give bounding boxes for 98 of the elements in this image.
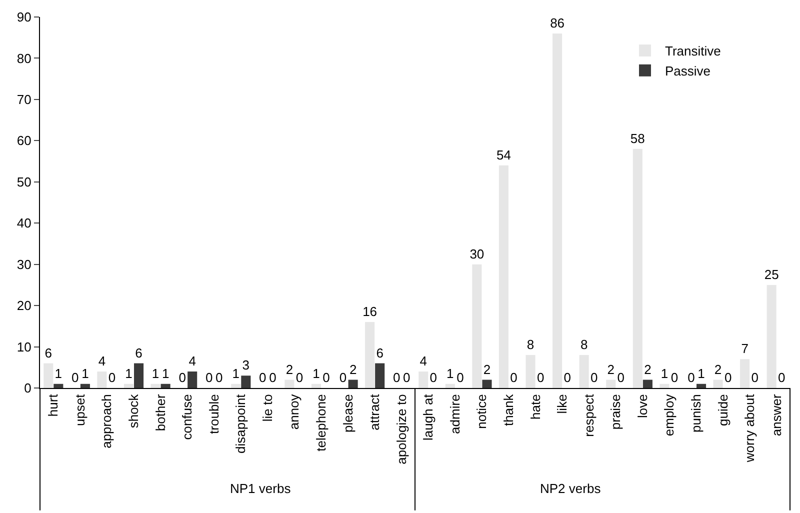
data-label: 8 (580, 337, 588, 352)
x-tick-label: notice (474, 394, 490, 429)
x-tick-label: thank (500, 394, 516, 426)
data-label: 1 (446, 366, 454, 381)
x-tick-label: attract (367, 394, 382, 430)
x-tick-label: annoy (286, 394, 302, 430)
data-label: 3 (242, 358, 250, 373)
y-tick-label: 30 (16, 256, 32, 272)
data-label: 25 (764, 266, 779, 282)
data-label: 0 (205, 370, 213, 385)
x-tick-label: employ (662, 394, 677, 436)
data-label: 0 (259, 370, 266, 385)
data-label: 0 (72, 370, 79, 385)
data-label: 54 (496, 147, 511, 162)
data-label: 0 (564, 370, 571, 385)
x-tick-label: please (340, 394, 356, 433)
data-label: 0 (269, 370, 276, 385)
data-label: 0 (296, 370, 304, 385)
data-label: 0 (403, 370, 410, 385)
x-tick-label: apologize to (394, 394, 409, 464)
data-label: 2 (644, 362, 652, 377)
data-label: 2 (607, 362, 614, 377)
x-tick-label: praise (608, 394, 624, 430)
x-tick-label: bother (152, 394, 168, 432)
data-label: 1 (698, 366, 705, 381)
y-tick-label: 10 (16, 339, 32, 354)
data-label: 0 (216, 370, 223, 385)
data-label: 1 (162, 366, 170, 381)
data-label: 58 (630, 130, 645, 146)
data-label: 6 (376, 345, 384, 360)
data-label: 4 (98, 354, 106, 369)
data-label: 1 (312, 366, 320, 381)
data-label: 4 (420, 354, 427, 369)
data-label: 0 (751, 370, 758, 385)
x-tick-label: upset (72, 394, 88, 426)
x-tick-label: approach (99, 394, 114, 448)
y-tick-label: 70 (16, 92, 32, 107)
data-label: 30 (470, 246, 484, 262)
data-label: 1 (232, 366, 240, 381)
data-label: 6 (44, 345, 52, 360)
x-tick-label: respect (581, 394, 596, 437)
y-tick-label: 50 (16, 174, 32, 190)
data-label: 0 (670, 370, 678, 385)
x-tick-label: answer (768, 394, 784, 436)
data-label: 1 (54, 366, 62, 381)
data-label: 1 (82, 366, 89, 381)
x-tick-label: worry about (742, 394, 758, 464)
data-label: 0 (339, 370, 347, 385)
data-label: 0 (617, 370, 625, 385)
data-label: 86 (550, 15, 565, 30)
x-tick-label: like (554, 394, 570, 414)
y-tick-label: 60 (16, 133, 32, 148)
data-label: 1 (660, 366, 668, 381)
y-tick-label: 40 (16, 216, 32, 231)
data-label: 1 (152, 366, 160, 381)
x-tick-label: admire (447, 394, 462, 434)
legend-label: Transitive (665, 44, 721, 59)
x-tick-label: telephone (313, 394, 328, 452)
x-tick-label: punish (688, 394, 704, 433)
text: NP1 verbs (230, 481, 292, 496)
data-label: 0 (392, 370, 400, 385)
data-label: 2 (286, 362, 294, 377)
data-label: 2 (349, 362, 357, 377)
data-label: 0 (178, 370, 186, 385)
data-label: 16 (362, 304, 378, 320)
data-label: 4 (188, 354, 196, 369)
y-tick-label: 80 (16, 50, 32, 66)
data-label: 6 (135, 345, 142, 360)
x-tick-label: confuse (180, 394, 195, 440)
data-label: 1 (125, 366, 132, 381)
x-tick-label: love (634, 394, 650, 418)
legend-label: Passive (665, 63, 711, 78)
data-label: 0 (108, 370, 116, 385)
data-label: 0 (430, 370, 438, 385)
x-tick-label: shock (126, 394, 141, 428)
x-tick-label: guide (715, 394, 730, 426)
y-tick-label: 20 (16, 298, 32, 314)
x-tick-label: lie to (260, 394, 275, 422)
data-label: 2 (714, 362, 722, 377)
data-label: 0 (724, 370, 732, 385)
x-tick-label: hate (528, 394, 543, 420)
data-label: 0 (510, 370, 518, 385)
x-tick-label: hurt (46, 394, 61, 417)
data-label: 0 (778, 370, 786, 385)
data-label: 0 (322, 370, 330, 385)
text: NP2 verbs (540, 481, 602, 496)
data-label: 8 (526, 337, 534, 352)
data-label: 0 (688, 370, 695, 385)
data-label: 0 (590, 370, 598, 385)
x-tick-label: trouble (206, 394, 222, 434)
data-label: 0 (536, 370, 544, 385)
x-tick-label: laugh at (420, 394, 436, 440)
data-label: 0 (456, 370, 464, 385)
y-tick-label: 0 (24, 380, 32, 396)
x-tick-label: disappoint (233, 394, 248, 454)
data-label: 2 (483, 362, 491, 377)
y-tick-label: 90 (16, 10, 32, 25)
data-label: 7 (741, 341, 748, 356)
